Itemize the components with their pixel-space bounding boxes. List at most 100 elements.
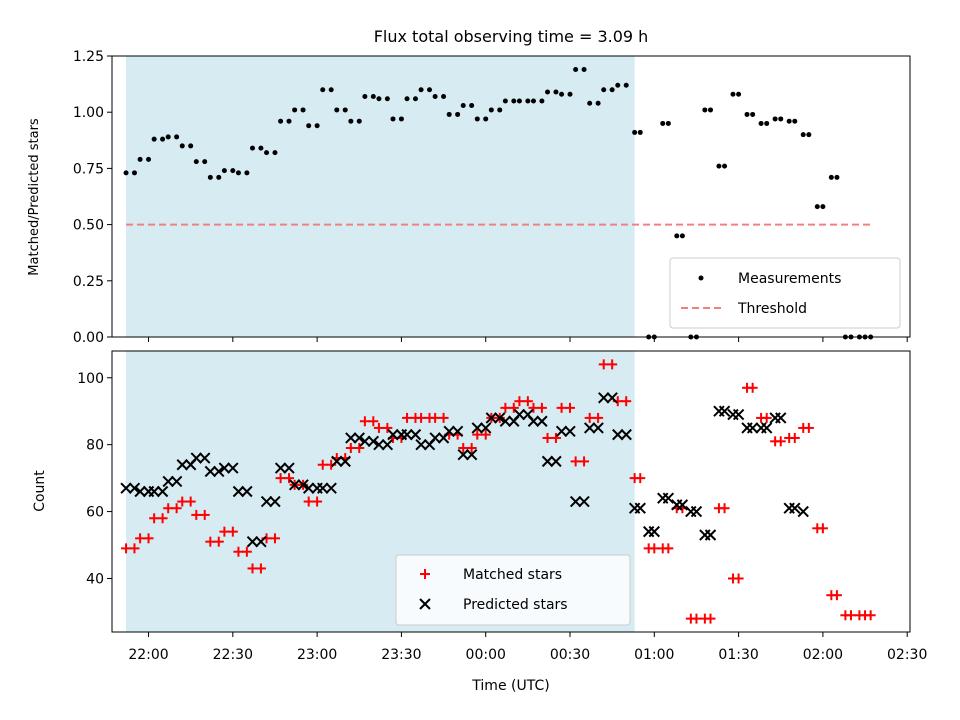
predicted-star-point (578, 495, 590, 508)
measurement-point (390, 116, 396, 122)
measurement-point (160, 136, 166, 142)
measurement-point (342, 107, 348, 113)
measurement-point (441, 93, 447, 99)
predicted-star-point (443, 425, 455, 437)
measurement-point (412, 96, 418, 102)
measurement-point (258, 145, 264, 151)
bottom-legend-box (395, 554, 631, 626)
matched-star-point (219, 526, 230, 537)
measurement-point (806, 132, 812, 138)
matched-star-point (649, 543, 660, 554)
predicted-star-point (274, 462, 287, 474)
measurement-point (418, 87, 424, 93)
legend-predicted-marker (419, 598, 431, 610)
matched-star-point (593, 412, 604, 423)
measurement-point (778, 116, 784, 122)
x-tick-label: 22:00 (128, 647, 168, 663)
measurement-point (320, 87, 326, 93)
predicted-star-point (359, 435, 371, 448)
matched-star-point (747, 382, 758, 393)
measurement-point (525, 98, 531, 104)
bottom-y-tick-label: 60 (86, 505, 104, 521)
matched-star-point (247, 563, 258, 574)
matched-star-point (663, 543, 674, 554)
measurement-point (286, 118, 292, 124)
predicted-star-point (246, 535, 259, 548)
matched-star-point (480, 429, 491, 440)
measurement-point (632, 129, 638, 135)
predicted-star-point (620, 428, 632, 441)
predicted-star-point (536, 415, 548, 427)
top-x-ticks (148, 337, 908, 342)
predicted-star-point (260, 495, 273, 508)
matched-star-point (317, 459, 328, 470)
matched-star-point (550, 432, 561, 443)
matched-star-point (621, 396, 632, 407)
measurement-point (772, 116, 778, 122)
matched-star-point (500, 402, 511, 413)
predicted-star-point (373, 438, 385, 451)
measurement-point (530, 98, 536, 104)
predicted-star-point (564, 425, 576, 437)
measurement-point (384, 96, 390, 102)
matched-star-point (171, 503, 182, 514)
measurement-point (708, 107, 713, 113)
predicted-star-point (176, 459, 188, 471)
measurement-point (834, 174, 840, 180)
matched-star-point (373, 422, 384, 433)
x-tick-label: 02:30 (887, 647, 927, 663)
matched-star-point (359, 416, 370, 427)
matched-star-point (556, 402, 567, 413)
matched-star-point (143, 533, 154, 544)
matched-star-point (284, 473, 295, 484)
measurement-point (828, 174, 834, 180)
matched-stars-points-layer (121, 359, 876, 624)
measurement-point (736, 91, 742, 97)
matched-star-point (303, 496, 314, 507)
bottom-axes-frame (111, 350, 911, 633)
measurement-point (455, 111, 461, 117)
matched-star-point (705, 613, 716, 624)
measurement-point (230, 168, 236, 174)
predicted-star-point (451, 425, 464, 437)
top-y-tick-label: 0.75 (73, 161, 104, 177)
measurement-point (123, 170, 129, 176)
predicted-star-point (592, 422, 604, 434)
predicted-star-point (541, 455, 554, 468)
predicted-star-point (128, 482, 141, 494)
measurement-point (660, 120, 666, 126)
measurement-point (137, 156, 143, 162)
matched-star-point (191, 509, 202, 520)
measurement-point (216, 174, 222, 180)
measurement-point (370, 93, 376, 99)
predicted-star-point (213, 465, 225, 478)
predicted-star-point (598, 392, 610, 404)
bottom-y-tick-label: 40 (86, 571, 104, 587)
top-axes-frame (111, 55, 911, 338)
measurement-point (573, 66, 579, 72)
matched-star-point (831, 590, 842, 601)
measurement-point (615, 82, 621, 88)
bottom-y-tick-label: 100 (77, 371, 104, 387)
legend-measurements-label: Measurements (738, 271, 841, 287)
bottom-y-axis-label: Count (32, 470, 48, 512)
measurement-point (146, 156, 152, 162)
bottom-legend: Matched stars Predicted stars (395, 554, 631, 626)
predicted-star-point (317, 482, 329, 494)
measurement-point (398, 116, 404, 122)
top-y-tick-label: 1.25 (73, 49, 104, 65)
predicted-star-point (555, 425, 568, 437)
measurement-point (427, 87, 433, 93)
predicted-star-point (148, 485, 160, 498)
measurement-point (502, 98, 508, 104)
top-y-tick-label: 0.00 (73, 330, 104, 346)
predicted-star-point (732, 408, 745, 421)
measurement-point (314, 123, 320, 129)
bottom-panel: 40 60 80 100 22:00 22:30 23:00 23:30 00:00 00:30… (32, 350, 927, 694)
predicted-star-point (331, 455, 343, 468)
measurement-point (820, 204, 826, 210)
measurement-point (151, 136, 157, 142)
predicted-star-point (494, 412, 506, 424)
measurement-point (595, 100, 601, 106)
